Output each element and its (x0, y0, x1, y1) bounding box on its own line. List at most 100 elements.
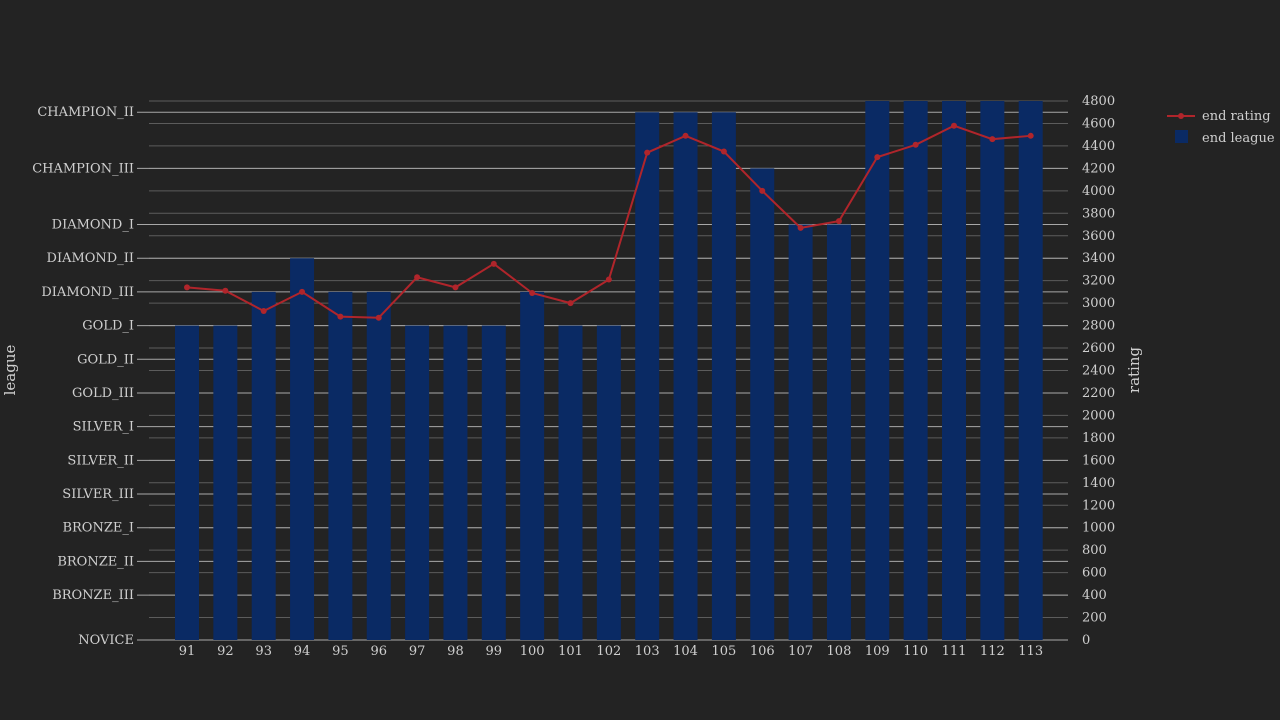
legend-label: end rating (1202, 109, 1271, 124)
line-point (567, 300, 574, 307)
x-tick-label: 110 (903, 644, 928, 659)
left-tick-label: SILVER_III (62, 487, 134, 502)
x-axis-ticks: 91 92 93 94 95 96 97 98 99 100 101 102 103 104 105 106 1… (179, 644, 1043, 659)
right-tick-label: 800 (1082, 543, 1107, 558)
line-point (759, 187, 766, 194)
right-tick-label: 3800 (1082, 206, 1115, 221)
right-axis-ticks: 0 200 400 600 800 1000 1200 1400 1600 1800 2000 220… (1082, 94, 1115, 648)
right-tick-label: 1000 (1082, 521, 1115, 536)
right-tick-label: 2200 (1082, 386, 1115, 401)
left-tick-label: GOLD_II (77, 352, 134, 367)
right-tick-label: 400 (1082, 588, 1107, 603)
right-tick-label: 2400 (1082, 364, 1115, 379)
line-point (644, 149, 651, 156)
line-point (835, 218, 842, 225)
left-tick-label: GOLD_III (72, 386, 134, 401)
x-tick-label: 108 (827, 644, 852, 659)
line-point (337, 313, 344, 320)
bar (903, 101, 928, 640)
bar (443, 325, 468, 640)
x-tick-label: 104 (673, 644, 698, 659)
x-tick-label: 96 (370, 644, 387, 659)
left-tick-label: SILVER_I (73, 420, 134, 435)
right-tick-label: 4200 (1082, 161, 1115, 176)
right-tick-label: 2000 (1082, 408, 1115, 423)
bar (865, 101, 890, 640)
x-tick-label: 109 (865, 644, 890, 659)
x-tick-label: 95 (332, 644, 349, 659)
bar (558, 325, 583, 640)
right-axis-title: rating (1125, 347, 1143, 394)
line-point (605, 276, 612, 283)
line-point (720, 148, 727, 155)
line-point (375, 314, 382, 321)
left-tick-label: CHAMPION_II (37, 105, 134, 120)
line-point (414, 274, 421, 281)
bar (481, 325, 506, 640)
line-point (912, 141, 919, 148)
bar (788, 224, 813, 641)
bar (942, 101, 966, 640)
left-axis-title: league (1, 345, 19, 396)
x-tick-label: 91 (179, 644, 196, 659)
x-tick-label: 97 (409, 644, 426, 659)
bar (175, 325, 199, 640)
right-tick-label: 1200 (1082, 498, 1115, 513)
right-tick-label: 4000 (1082, 184, 1115, 199)
right-tick-label: 2800 (1082, 319, 1115, 334)
line-point (989, 136, 996, 143)
line-point (260, 307, 267, 314)
line-point (299, 288, 306, 295)
line-point (797, 224, 804, 231)
right-tick-label: 4800 (1082, 94, 1115, 109)
x-tick-label: 100 (520, 644, 545, 659)
right-tick-label: 3400 (1082, 251, 1115, 266)
bars-end-league (175, 101, 1043, 641)
right-tick-label: 1400 (1082, 476, 1115, 491)
x-tick-label: 113 (1018, 644, 1043, 659)
line-point (682, 132, 689, 139)
line-point (222, 287, 229, 294)
right-tick-label: 200 (1082, 611, 1107, 626)
legend-bar-swatch (1175, 130, 1188, 143)
legend-item-end-league: end league (1175, 130, 1275, 146)
right-tick-label: 3000 (1082, 296, 1115, 311)
line-point (490, 260, 497, 267)
left-tick-label: GOLD_I (82, 319, 134, 334)
left-tick-label: SILVER_II (67, 453, 134, 468)
right-tick-label: 0 (1082, 633, 1090, 648)
left-tick-label: DIAMOND_I (52, 218, 134, 233)
x-tick-label: 103 (635, 644, 660, 659)
bar (366, 291, 391, 640)
x-tick-label: 105 (711, 644, 736, 659)
line-point (1027, 132, 1034, 139)
bar (1018, 101, 1043, 640)
left-tick-label: DIAMOND_II (47, 251, 134, 266)
left-tick-label: BRONZE_I (62, 521, 134, 536)
left-tick-label: DIAMOND_III (41, 285, 134, 300)
bar (520, 291, 545, 640)
x-tick-label: 99 (486, 644, 503, 659)
x-tick-label: 107 (788, 644, 813, 659)
right-tick-label: 4400 (1082, 139, 1115, 154)
bar (635, 112, 660, 640)
bar (328, 291, 353, 640)
left-tick-label: BRONZE_III (52, 588, 134, 603)
x-tick-label: 94 (294, 644, 311, 659)
bar (251, 291, 276, 640)
bar (826, 224, 851, 641)
line-point (529, 290, 536, 297)
x-tick-label: 106 (750, 644, 775, 659)
x-tick-label: 93 (255, 644, 272, 659)
legend[interactable]: end rating end league (1167, 109, 1275, 146)
right-tick-label: 3600 (1082, 229, 1115, 244)
right-tick-label: 2600 (1082, 341, 1115, 356)
bar (405, 325, 430, 640)
right-tick-label: 4600 (1082, 116, 1115, 131)
legend-item-end-rating: end rating (1167, 109, 1271, 124)
line-point (452, 284, 459, 291)
legend-line-marker (1178, 113, 1184, 119)
x-tick-label: 112 (980, 644, 1005, 659)
right-tick-label: 600 (1082, 566, 1107, 581)
right-tick-label: 1600 (1082, 453, 1115, 468)
